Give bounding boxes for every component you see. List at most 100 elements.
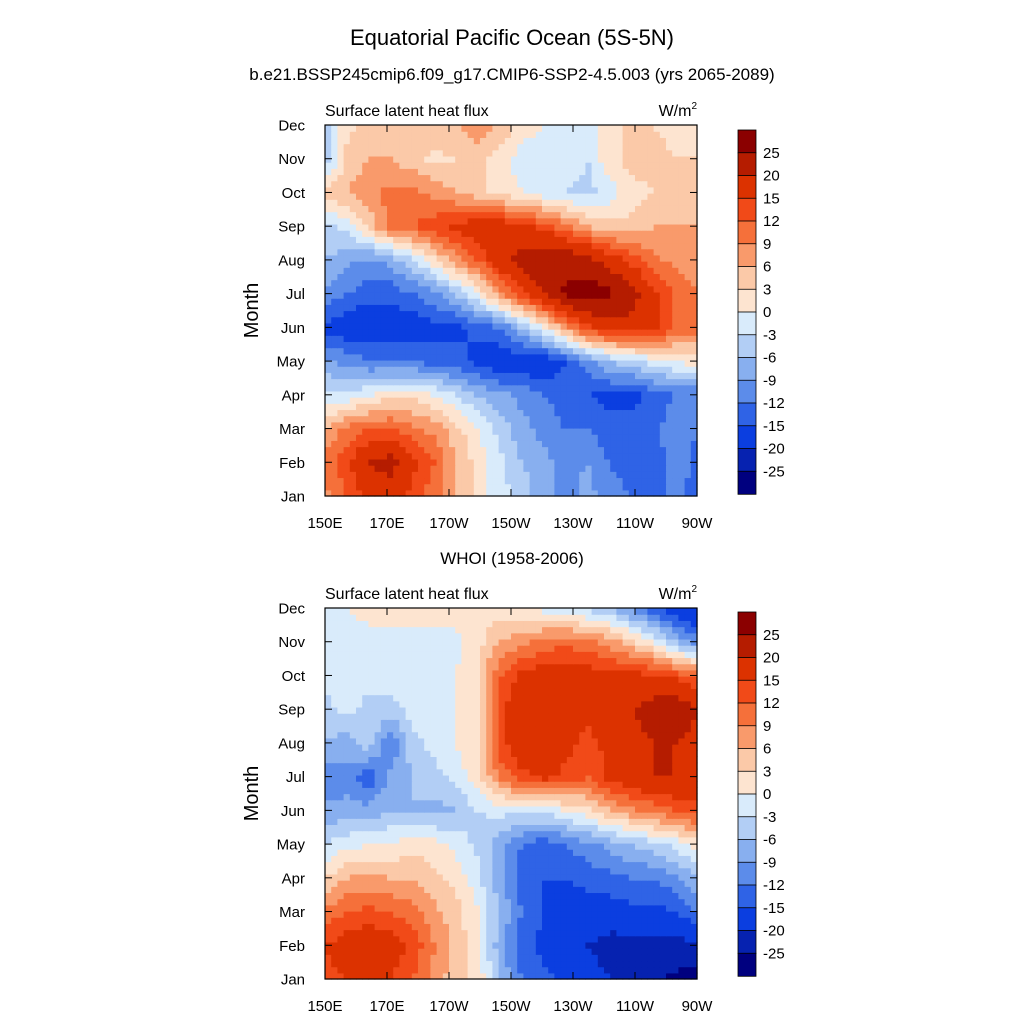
heatmap-cell <box>647 972 655 980</box>
heatmap-cell <box>442 489 450 497</box>
heatmap-cell <box>610 892 617 900</box>
heatmap-cell <box>337 960 345 968</box>
heatmap-cell <box>418 434 425 441</box>
heatmap-cell <box>430 948 438 955</box>
heatmap-cell <box>349 477 357 485</box>
heatmap-cell <box>380 446 388 454</box>
heatmap-cell <box>647 440 655 448</box>
heatmap-cell <box>597 904 605 912</box>
heatmap-cell <box>449 186 456 194</box>
heatmap-cell <box>566 440 574 448</box>
heatmap-cell <box>610 948 617 955</box>
heatmap-cell <box>672 341 679 349</box>
heatmap-cell <box>411 923 419 931</box>
heatmap-cell <box>430 211 438 219</box>
heatmap-cell <box>659 886 667 894</box>
heatmap-cell <box>442 261 450 268</box>
heatmap-cell <box>511 923 518 931</box>
heatmap-cell <box>542 427 549 435</box>
heatmap-cell <box>529 880 537 887</box>
heatmap-cell <box>690 966 698 974</box>
heatmap-cell <box>504 873 512 881</box>
heatmap-cell <box>467 948 475 955</box>
heatmap-cell <box>548 941 555 949</box>
heatmap-cell <box>461 960 469 968</box>
heatmap-cell <box>449 966 456 974</box>
heatmap-cell <box>387 193 394 200</box>
heatmap-cell <box>393 193 400 200</box>
heatmap-cell <box>343 261 351 268</box>
heatmap-cell <box>461 483 469 491</box>
heatmap-cell <box>597 390 605 398</box>
heatmap-cell <box>399 193 407 200</box>
heatmap-cell <box>523 125 531 132</box>
heatmap-cell <box>430 458 438 466</box>
heatmap-cell <box>659 446 667 454</box>
heatmap-cell <box>659 948 667 955</box>
heatmap-cell <box>597 316 605 324</box>
heatmap-cell <box>529 199 537 206</box>
heatmap-cell <box>349 390 357 398</box>
heatmap-cell <box>517 304 524 312</box>
heatmap-cell <box>511 873 518 881</box>
heatmap-cell <box>442 446 450 454</box>
heatmap-cell <box>461 471 469 479</box>
heatmap-cell <box>659 452 667 460</box>
heatmap-cell <box>380 972 388 980</box>
heatmap-cell <box>343 366 351 373</box>
heatmap-cell <box>362 917 369 924</box>
heatmap-cell <box>467 193 475 200</box>
heatmap-cell <box>337 186 345 194</box>
heatmap-cell <box>635 174 642 182</box>
heatmap-cell <box>374 273 382 281</box>
heatmap-cell <box>591 359 599 367</box>
heatmap-cell <box>374 267 382 274</box>
heatmap-cell <box>542 910 549 918</box>
heatmap-cell <box>653 849 661 856</box>
heatmap-cell <box>690 929 698 937</box>
heatmap-cell <box>436 384 444 392</box>
heatmap-cell <box>659 960 667 968</box>
heatmap-cell <box>672 910 679 918</box>
heatmap-cell <box>678 304 686 312</box>
heatmap-cell <box>331 359 338 367</box>
heatmap-cell <box>449 409 456 417</box>
heatmap-cell <box>374 180 382 188</box>
heatmap-cell <box>492 230 500 237</box>
heatmap-cell <box>672 849 679 856</box>
heatmap-cell <box>362 929 369 937</box>
heatmap-cell <box>641 347 648 355</box>
heatmap-cell <box>492 898 500 906</box>
heatmap-cell <box>374 403 382 411</box>
heatmap-cell <box>331 910 338 918</box>
heatmap-cell <box>405 199 413 206</box>
heatmap-cell <box>461 205 469 213</box>
heatmap-cell <box>411 483 419 491</box>
heatmap-cell <box>442 935 450 943</box>
heatmap-cell <box>641 310 648 318</box>
heatmap-cell <box>349 180 357 188</box>
heatmap-cell <box>368 489 376 497</box>
heatmap-cell <box>504 904 512 912</box>
heatmap-cell <box>635 186 642 194</box>
heatmap-cell <box>523 855 531 863</box>
heatmap-cell <box>405 329 413 336</box>
heatmap-cell <box>597 304 605 312</box>
heatmap-cell <box>337 477 345 485</box>
heatmap-cell <box>635 285 642 293</box>
heatmap-cell <box>566 242 574 250</box>
heatmap-cell <box>461 427 469 435</box>
heatmap-cell <box>628 880 636 887</box>
heatmap-cell <box>387 880 394 887</box>
heatmap-cell <box>604 267 611 274</box>
heatmap-cell <box>641 923 648 931</box>
heatmap-cell <box>399 378 407 386</box>
heatmap-cell <box>647 329 655 336</box>
heatmap-cell <box>610 347 617 355</box>
heatmap-cell <box>486 186 493 194</box>
heatmap-cell <box>436 211 444 219</box>
heatmap-cell <box>610 168 617 176</box>
heatmap-cell <box>436 483 444 491</box>
heatmap-cell <box>325 397 332 404</box>
heatmap-cell <box>492 211 500 219</box>
